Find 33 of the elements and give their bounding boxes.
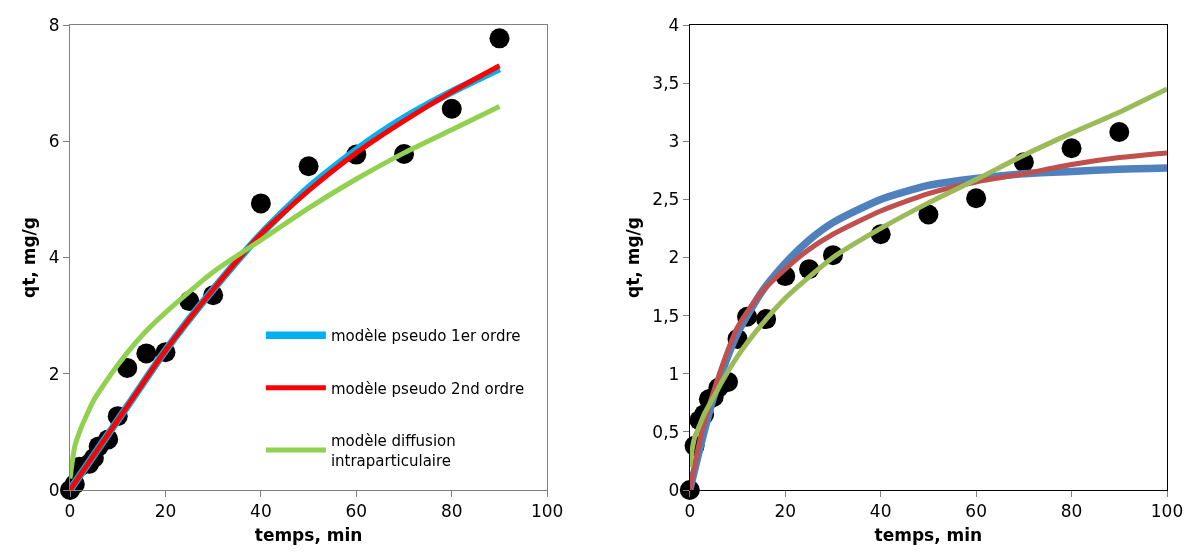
y-tick-label: 1,5 [652, 305, 680, 326]
x-tick-label: 60 [345, 501, 368, 522]
x-tick-label: 20 [154, 501, 177, 522]
y-axis-title: qt, mg/g [622, 217, 643, 298]
y-tick-label: 8 [48, 14, 60, 35]
x-tick-label: 100 [1150, 501, 1184, 522]
x-axis-title: temps, min [254, 524, 363, 545]
y-tick-label: 2 [668, 247, 680, 268]
legend-label: modèle pseudo 1er ordre [330, 327, 521, 346]
x-tick-label: 100 [530, 501, 564, 522]
x-tick-label: 0 [684, 501, 696, 522]
legend-label: modèle diffusion intraparticulaire [330, 432, 456, 470]
x-tick-label: 40 [250, 501, 272, 522]
y-tick-label: 3 [668, 131, 680, 152]
y-tick-label: 3,5 [652, 73, 680, 94]
y-tick-label: 6 [48, 131, 60, 152]
y-tick-label: 0 [48, 479, 60, 500]
x-axis-title: temps, min [874, 524, 983, 545]
x-tick-label: 40 [869, 501, 892, 522]
x-tick-label: 80 [440, 501, 463, 522]
y-tick-label: 2 [48, 363, 60, 384]
x-tick-label: 0 [64, 501, 76, 522]
x-tick-label: 60 [965, 501, 987, 522]
legend-label: modèle pseudo 2nd ordre [330, 379, 525, 398]
y-tick-label: 2,5 [652, 189, 680, 210]
y-tick-label: 4 [668, 14, 680, 35]
y-tick-label: 1 [668, 363, 680, 384]
x-tick-label: 80 [1060, 501, 1083, 522]
y-tick-label: 0 [668, 479, 680, 500]
y-axis-title: qt, mg/g [19, 217, 40, 298]
y-tick-label: 0,5 [652, 421, 680, 442]
x-tick-label: 20 [774, 501, 797, 522]
y-tick-label: 4 [48, 247, 60, 268]
